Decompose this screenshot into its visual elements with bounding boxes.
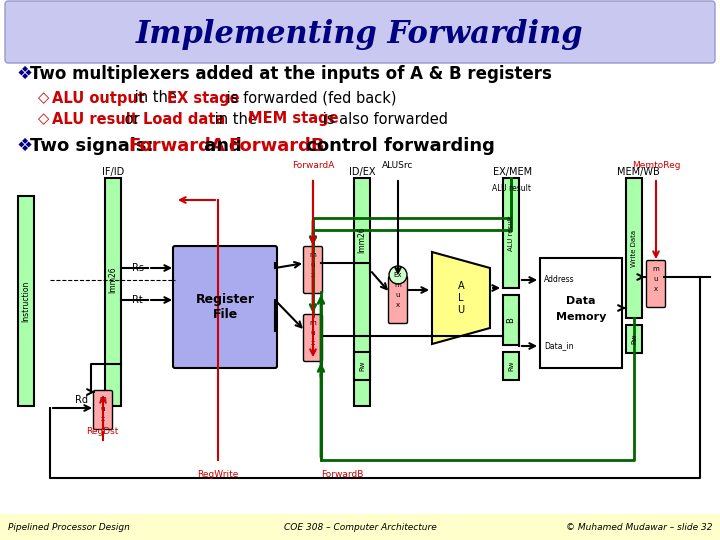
Text: m: m <box>652 266 660 272</box>
Text: Rw: Rw <box>359 361 365 372</box>
Text: u: u <box>101 406 105 412</box>
Text: COE 308 – Computer Architecture: COE 308 – Computer Architecture <box>284 523 436 531</box>
Text: ❖: ❖ <box>16 137 32 155</box>
FancyBboxPatch shape <box>389 276 408 323</box>
Text: ForwardB: ForwardB <box>228 137 325 155</box>
Bar <box>503 352 519 380</box>
Text: and: and <box>198 137 248 155</box>
FancyBboxPatch shape <box>173 246 277 368</box>
Text: RegWrite: RegWrite <box>197 470 239 479</box>
Text: u: u <box>654 276 658 282</box>
Text: Data_in: Data_in <box>544 341 574 350</box>
Text: m: m <box>99 396 107 402</box>
Text: Two signals:: Two signals: <box>30 137 160 155</box>
Text: u: u <box>311 262 315 268</box>
Text: EX stage: EX stage <box>167 91 240 105</box>
Text: Rw: Rw <box>508 361 514 372</box>
Text: m: m <box>310 252 316 258</box>
Text: or: or <box>120 111 144 126</box>
Text: Instruction: Instruction <box>22 280 30 322</box>
Bar <box>0 514 720 540</box>
Text: © Muhamed Mudawar – slide 32: © Muhamed Mudawar – slide 32 <box>565 523 712 531</box>
FancyBboxPatch shape <box>647 260 665 307</box>
Text: u: u <box>396 292 400 298</box>
Text: Address: Address <box>544 275 575 285</box>
Text: ALU result: ALU result <box>52 111 138 126</box>
Bar <box>105 178 121 406</box>
Text: in the: in the <box>210 111 261 126</box>
Text: ALU result: ALU result <box>508 215 514 251</box>
Bar <box>626 178 642 318</box>
Text: MEM/WB: MEM/WB <box>616 167 660 177</box>
Polygon shape <box>432 252 490 344</box>
Text: Rt: Rt <box>132 295 143 305</box>
Text: ALU result: ALU result <box>492 184 531 193</box>
Text: m: m <box>310 320 316 326</box>
Text: Pipelined Processor Design: Pipelined Processor Design <box>8 523 130 531</box>
Text: Load data: Load data <box>143 111 225 126</box>
Text: x: x <box>101 416 105 422</box>
Text: ◇: ◇ <box>38 91 54 105</box>
Bar <box>354 352 370 380</box>
Text: A
L
U: A L U <box>457 281 464 315</box>
Text: MemtoReg: MemtoReg <box>631 161 680 170</box>
Text: Memory: Memory <box>556 312 606 322</box>
Text: Two multiplexers added at the inputs of A & B registers: Two multiplexers added at the inputs of … <box>30 65 552 83</box>
Text: EX/MEM: EX/MEM <box>493 167 533 177</box>
Bar <box>503 178 519 288</box>
Text: File: File <box>212 308 238 321</box>
Text: m: m <box>395 282 401 288</box>
Text: Data: Data <box>566 296 595 306</box>
Text: x: x <box>311 340 315 346</box>
Text: ForwardA: ForwardA <box>292 161 334 170</box>
Bar <box>503 295 519 345</box>
Bar <box>18 196 34 406</box>
Text: Rw: Rw <box>631 334 637 345</box>
FancyBboxPatch shape <box>304 314 323 361</box>
Text: Implementing Forwarding: Implementing Forwarding <box>136 18 584 50</box>
Text: Write Data: Write Data <box>631 230 637 267</box>
Text: Rs: Rs <box>132 263 144 273</box>
Text: B: B <box>506 317 516 323</box>
Text: ALUSrc: ALUSrc <box>382 161 414 170</box>
FancyBboxPatch shape <box>94 390 112 429</box>
Text: is forwarded (fed back): is forwarded (fed back) <box>222 91 397 105</box>
Text: ID/EX: ID/EX <box>348 167 375 177</box>
Text: IF/ID: IF/ID <box>102 167 124 177</box>
Text: Imm26: Imm26 <box>109 267 117 293</box>
FancyBboxPatch shape <box>304 246 323 294</box>
Text: in the: in the <box>130 91 181 105</box>
Text: ForwardB: ForwardB <box>321 470 363 479</box>
Text: u: u <box>311 330 315 336</box>
Bar <box>626 325 642 353</box>
Text: Rd: Rd <box>75 395 88 405</box>
Text: ALU output: ALU output <box>52 91 145 105</box>
Text: Register: Register <box>196 293 254 306</box>
Text: x: x <box>311 272 315 278</box>
FancyBboxPatch shape <box>5 1 715 63</box>
Text: ◇: ◇ <box>38 111 54 126</box>
Text: is also forwarded: is also forwarded <box>318 111 448 126</box>
Text: Ex: Ex <box>394 272 402 278</box>
Bar <box>540 258 622 368</box>
Text: control forwarding: control forwarding <box>300 137 495 155</box>
Text: x: x <box>654 286 658 292</box>
Bar <box>354 178 370 406</box>
Text: ❖: ❖ <box>16 65 32 83</box>
Circle shape <box>389 266 407 284</box>
Text: MEM stage: MEM stage <box>248 111 338 126</box>
Text: RegDst: RegDst <box>86 428 118 436</box>
Text: ForwardA: ForwardA <box>128 137 225 155</box>
Text: x: x <box>396 302 400 308</box>
Text: Imm26: Imm26 <box>358 227 366 253</box>
